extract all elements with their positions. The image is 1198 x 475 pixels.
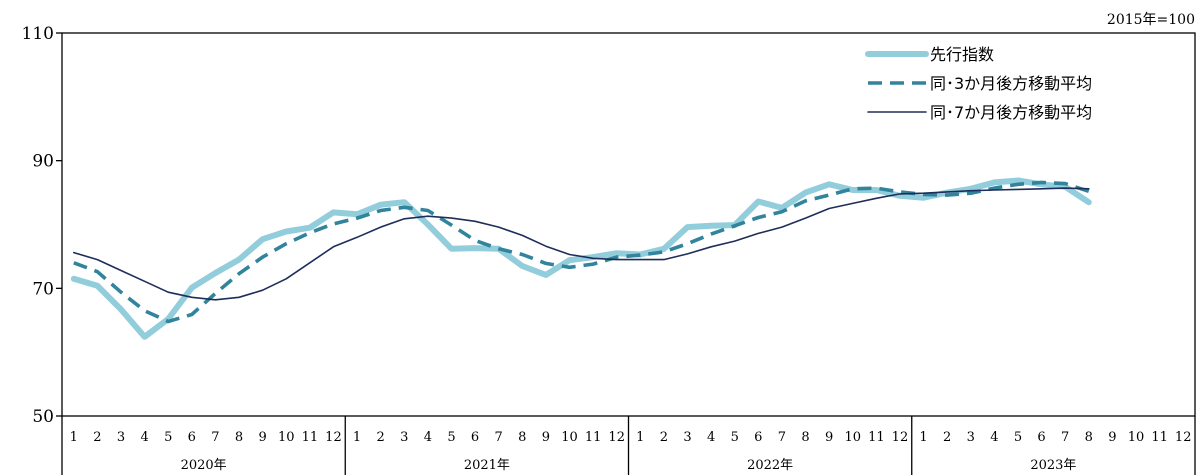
x-month-label: 9 — [1108, 430, 1116, 445]
series-line-leading-index — [70, 177, 1092, 340]
x-month-label: 12 — [892, 430, 909, 445]
x-month-label: 3 — [117, 430, 125, 445]
x-month-label: 9 — [542, 430, 550, 445]
x-month-label: 6 — [188, 430, 196, 445]
x-month-label: 4 — [707, 430, 715, 445]
x-month-label: 5 — [1014, 430, 1022, 445]
x-year-label: 2022年 — [747, 458, 793, 473]
x-month-label: 12 — [1175, 430, 1192, 445]
x-month-label: 3 — [967, 430, 975, 445]
x-month-label: 6 — [1037, 430, 1045, 445]
legend-label-3m-average: 同･3か月後方移動平均 — [930, 74, 1092, 93]
legend-label-7m-average: 同･7か月後方移動平均 — [930, 103, 1092, 122]
x-month-label: 7 — [211, 430, 219, 445]
x-month-label: 11 — [1151, 430, 1168, 445]
x-month-label: 9 — [258, 430, 266, 445]
x-month-label: 8 — [518, 430, 526, 445]
x-month-label: 3 — [400, 430, 408, 445]
y-axis: 50 70 90 110 — [22, 24, 62, 427]
x-month-label: 9 — [825, 430, 833, 445]
x-month-label: 10 — [561, 430, 578, 445]
y-tick-label: 70 — [32, 279, 54, 299]
x-month-label: 1 — [636, 430, 644, 445]
x-month-label: 10 — [1128, 430, 1145, 445]
x-month-label: 4 — [424, 430, 432, 445]
y-tick-label: 50 — [32, 407, 54, 427]
x-month-label: 2 — [377, 430, 385, 445]
x-month-label: 10 — [278, 430, 295, 445]
x-month-label: 1 — [919, 430, 927, 445]
x-month-label: 5 — [164, 430, 172, 445]
series-line-7m-average — [73, 187, 1090, 301]
y-tick-label: 90 — [32, 152, 54, 172]
series-layer — [70, 177, 1092, 340]
x-month-label: 12 — [608, 430, 625, 445]
legend: 先行指数 同･3か月後方移動平均 同･7か月後方移動平均 — [865, 45, 1092, 122]
x-month-label: 8 — [235, 430, 243, 445]
x-month-label: 11 — [585, 430, 602, 445]
legend-label-leading-index: 先行指数 — [930, 45, 994, 64]
x-month-label: 6 — [754, 430, 762, 445]
y-tick-label: 110 — [22, 24, 54, 44]
x-year-label: 2021年 — [464, 458, 510, 473]
x-month-label: 2 — [93, 430, 101, 445]
x-month-label: 8 — [1085, 430, 1093, 445]
x-month-label: 11 — [868, 430, 885, 445]
x-month-label: 1 — [353, 430, 361, 445]
x-month-label: 11 — [302, 430, 319, 445]
x-month-label: 7 — [495, 430, 503, 445]
x-month-label: 8 — [801, 430, 809, 445]
x-month-label: 1 — [70, 430, 78, 445]
x-month-label: 6 — [471, 430, 479, 445]
unit-note: 2015年=100 — [1107, 12, 1195, 28]
x-month-label: 12 — [325, 430, 342, 445]
x-month-label: 4 — [140, 430, 148, 445]
x-month-label: 7 — [1061, 430, 1069, 445]
x-month-label: 5 — [731, 430, 739, 445]
x-year-label: 2023年 — [1030, 458, 1076, 473]
x-year-label: 2020年 — [181, 458, 227, 473]
x-month-label: 4 — [990, 430, 998, 445]
x-month-label: 7 — [778, 430, 786, 445]
x-month-label: 5 — [447, 430, 455, 445]
x-month-label: 10 — [844, 430, 861, 445]
x-month-label: 2 — [660, 430, 668, 445]
x-month-label: 2 — [943, 430, 951, 445]
x-month-label: 3 — [683, 430, 691, 445]
series-line-3m-average — [73, 180, 1090, 324]
